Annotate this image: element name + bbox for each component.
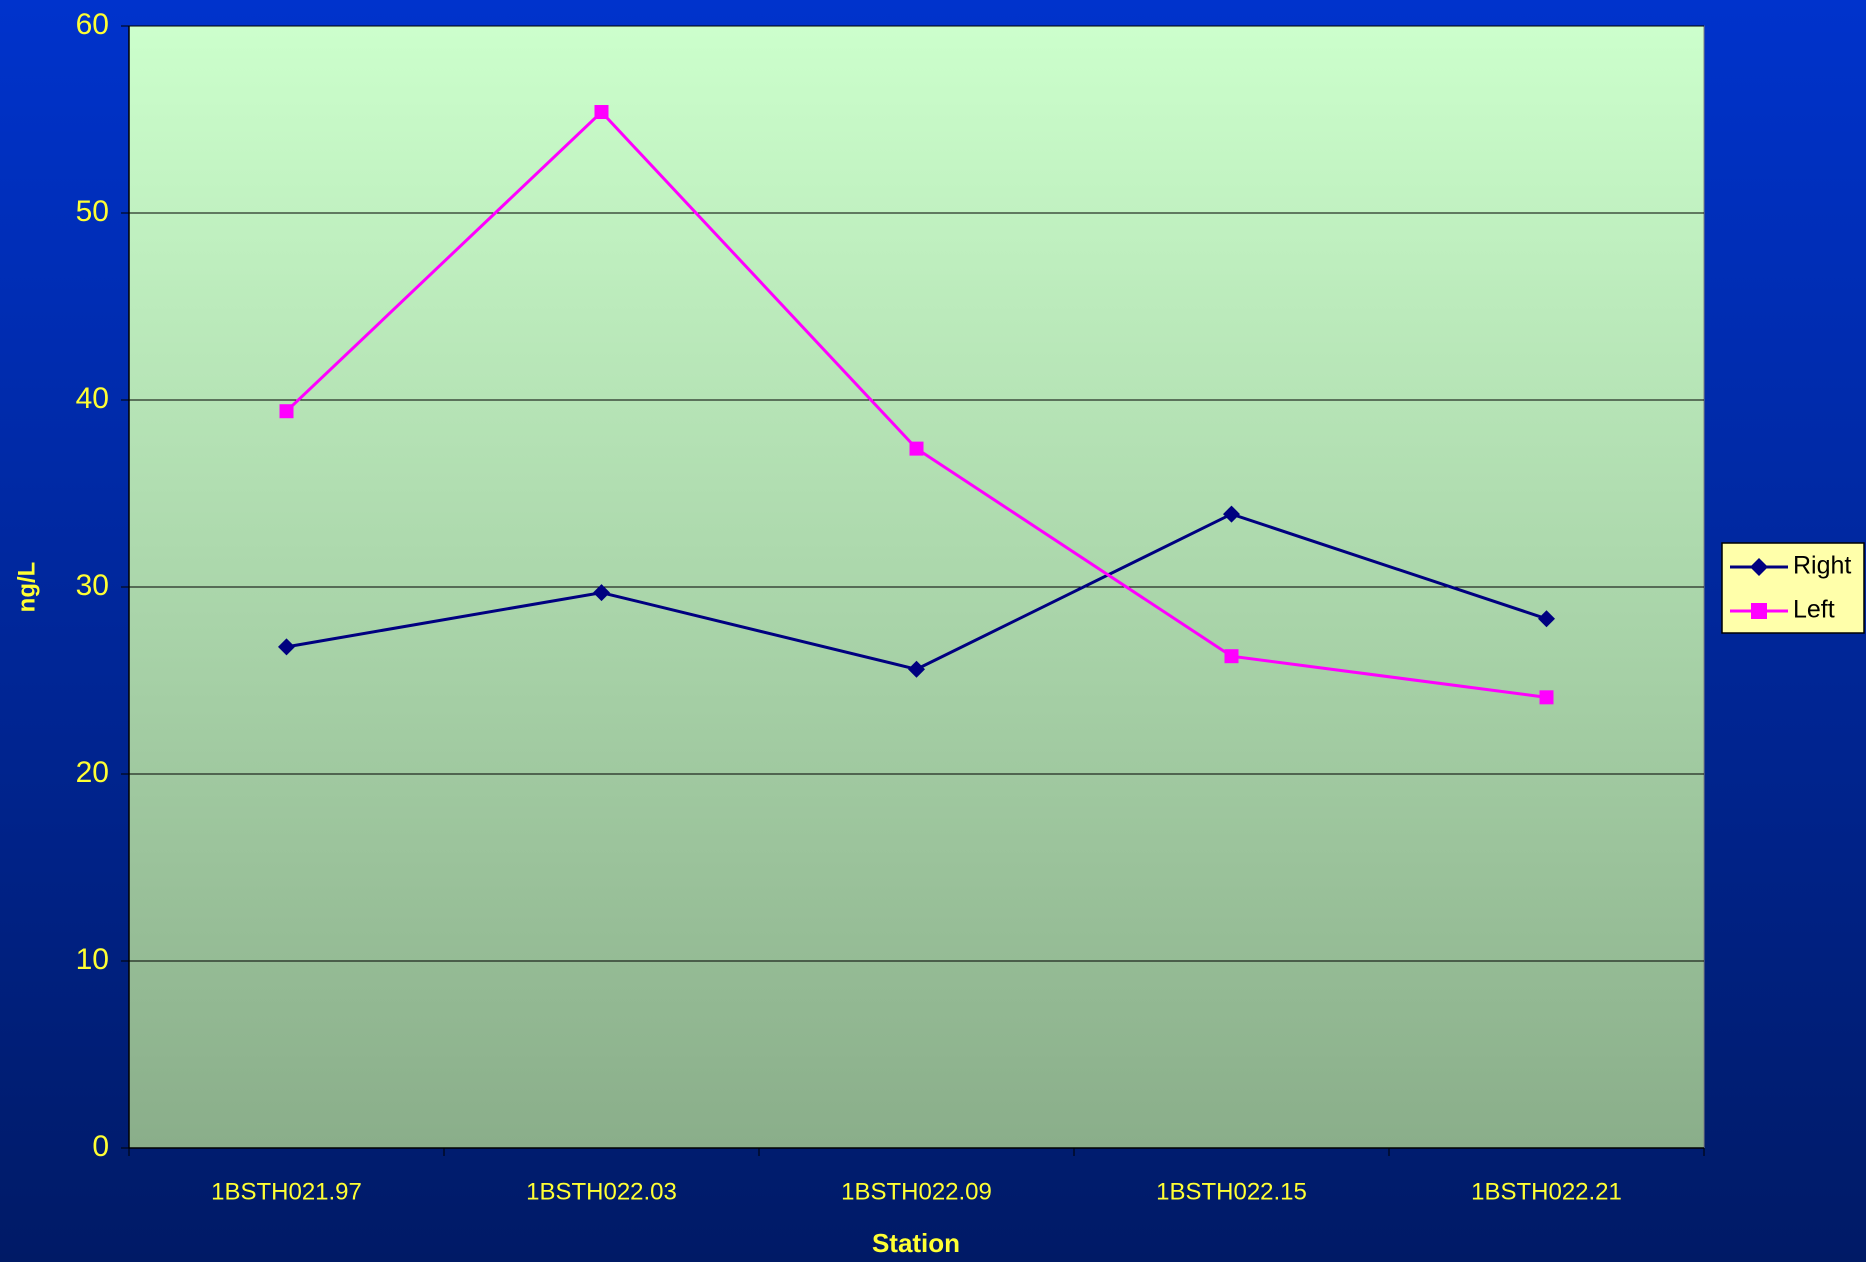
y-tick-label: 60 xyxy=(76,8,109,41)
x-tick-label: 1BSTH022.09 xyxy=(841,1178,992,1205)
legend-box xyxy=(1721,542,1865,634)
y-tick-label: 30 xyxy=(76,569,109,602)
x-axis-title: Station xyxy=(872,1228,960,1258)
legend-label: Right xyxy=(1793,552,1851,580)
y-tick-label: 10 xyxy=(76,943,109,976)
x-tick-label: 1BSTH021.97 xyxy=(211,1178,362,1205)
x-tick-label: 1BSTH022.03 xyxy=(526,1178,677,1205)
marker xyxy=(279,404,294,419)
y-tick-label: 50 xyxy=(76,195,109,228)
marker xyxy=(593,584,610,602)
marker xyxy=(278,638,295,656)
marker xyxy=(1539,690,1554,705)
y-tick-label: 0 xyxy=(92,1130,109,1163)
legend-marker xyxy=(1751,603,1767,619)
x-tick-label: 1BSTH022.21 xyxy=(1471,1178,1622,1205)
x-tick-label: 1BSTH022.15 xyxy=(1156,1178,1307,1205)
y-axis-title: ng/L xyxy=(13,562,40,613)
marker xyxy=(908,660,925,678)
marker xyxy=(909,441,924,456)
marker xyxy=(1223,505,1240,523)
marker xyxy=(1224,649,1239,664)
y-tick-label: 40 xyxy=(76,382,109,415)
y-tick-label: 20 xyxy=(76,756,109,789)
legend-label: Left xyxy=(1793,596,1835,624)
marker xyxy=(594,105,609,120)
legend-marker xyxy=(1750,558,1768,576)
marker xyxy=(1538,610,1555,628)
